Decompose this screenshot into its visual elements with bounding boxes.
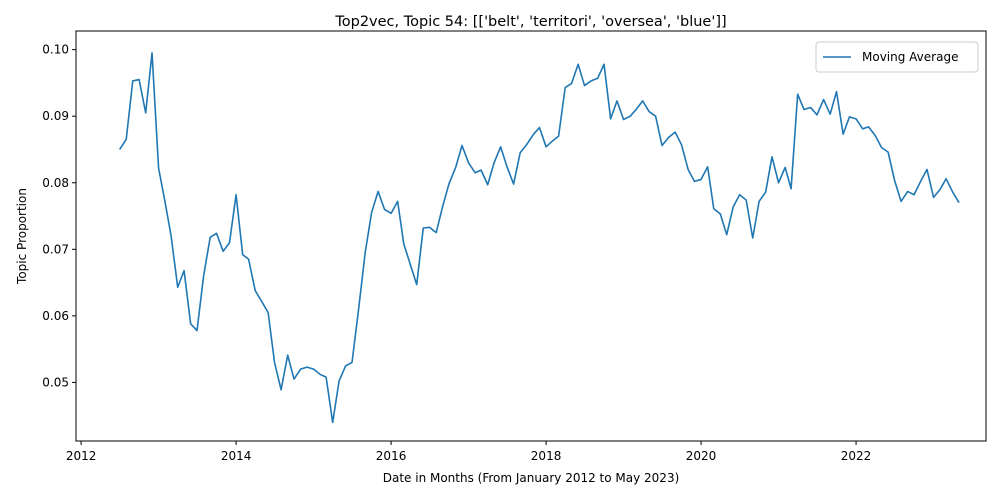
chart-title: Top2vec, Topic 54: [['belt', 'territori'…: [334, 14, 726, 30]
y-axis-label: Topic Proportion: [15, 188, 29, 285]
legend-label: Moving Average: [862, 50, 958, 64]
y-tick-label: 0.10: [42, 43, 69, 57]
x-tick-label: 2020: [686, 449, 717, 463]
legend: Moving Average: [815, 41, 979, 73]
x-tick-label: 2016: [376, 449, 407, 463]
y-axis: 0.05 0.06 0.07 0.08 0.09 0.10: [42, 43, 76, 389]
x-tick-label: 2014: [221, 449, 252, 463]
x-axis-label: Date in Months (From January 2012 to May…: [383, 471, 680, 485]
x-tick-label: 2012: [66, 449, 97, 463]
series-line-moving-average: [118, 52, 960, 424]
x-tick-label: 2022: [841, 449, 872, 463]
y-tick-label: 0.06: [42, 309, 69, 323]
x-tick-label: 2018: [531, 449, 562, 463]
y-tick-label: 0.08: [42, 176, 69, 190]
x-axis: 2012 2014 2016 2018 2020 2022: [66, 441, 872, 463]
y-tick-label: 0.09: [42, 109, 69, 123]
y-tick-label: 0.07: [42, 242, 69, 256]
legend-box: [815, 41, 979, 73]
y-tick-label: 0.05: [42, 375, 69, 389]
